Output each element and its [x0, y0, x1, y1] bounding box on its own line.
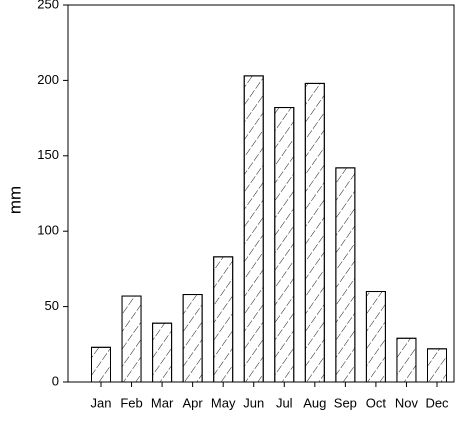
y-axis-label: mm [5, 186, 24, 214]
bar-hatch [427, 348, 447, 383]
y-tick-label: 50 [45, 298, 59, 313]
bar-hatch [213, 256, 234, 383]
y-tick-label: 250 [37, 0, 59, 11]
y-tick-label: 150 [37, 147, 59, 162]
bar-hatch [243, 75, 264, 383]
x-tick-label: Nov [395, 395, 419, 410]
x-tick-label: Jun [243, 395, 264, 410]
x-tick-label: Feb [120, 395, 142, 410]
bar-hatch [365, 291, 386, 383]
x-tick-label: Oct [366, 395, 387, 410]
y-tick-label: 0 [52, 373, 59, 388]
bar-hatch [274, 107, 295, 383]
bar-hatch [121, 295, 142, 383]
bar-hatch [335, 167, 356, 383]
bar-hatch [396, 337, 417, 383]
x-tick-label: Jul [276, 395, 293, 410]
x-tick-label: Apr [183, 395, 204, 410]
bar-hatch [91, 346, 111, 383]
x-tick-label: Mar [151, 395, 174, 410]
x-tick-label: Sep [334, 395, 357, 410]
x-tick-label: Aug [303, 395, 326, 410]
x-tick-label: Dec [425, 395, 449, 410]
bar-hatch [182, 294, 203, 383]
y-tick-label: 100 [37, 223, 59, 238]
bar-hatch [304, 82, 325, 383]
y-tick-label: 200 [37, 72, 59, 87]
bar-hatch [152, 322, 173, 383]
x-tick-label: May [211, 395, 236, 410]
x-tick-label: Jan [91, 395, 112, 410]
